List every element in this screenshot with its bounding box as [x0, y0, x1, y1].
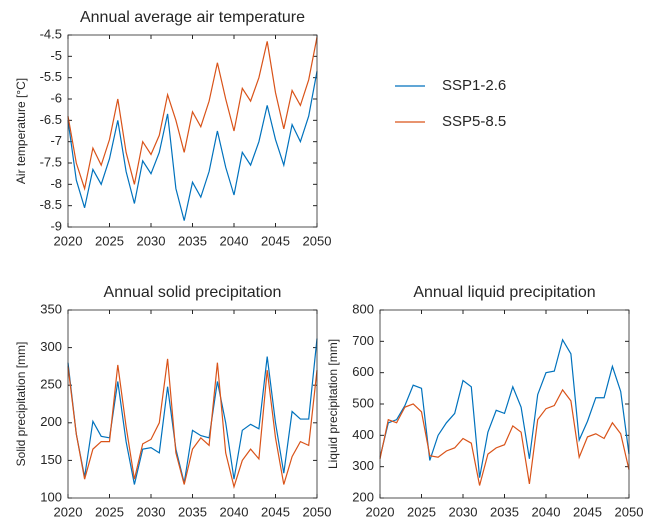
y-tick-label: -4.5	[40, 26, 62, 41]
y-axis-label: Air temperature [°C]	[14, 78, 28, 184]
x-tick-label: 2045	[261, 504, 290, 519]
y-tick-label: 600	[352, 364, 374, 379]
y-tick-label: -6	[50, 90, 62, 105]
plot-frame	[379, 309, 630, 499]
y-tick-label: 400	[352, 427, 374, 442]
y-tick-label: 350	[40, 301, 62, 316]
y-tick-label: 300	[40, 339, 62, 354]
y-axis-label: Liquid precipitation [mm]	[326, 339, 340, 469]
chart-title: Annual average air temperature	[80, 9, 305, 26]
legend-label: SSP5-8.5	[442, 113, 506, 130]
y-axis-label: Solid precipitation [mm]	[14, 342, 28, 467]
y-tick-label: 800	[352, 301, 374, 316]
data-line	[67, 37, 318, 191]
x-tick-label: 2030	[137, 504, 166, 519]
x-tick-label: 2025	[407, 504, 436, 519]
chart-title: Annual solid precipitation	[104, 284, 282, 301]
x-tick-label: 2020	[366, 504, 395, 519]
data-line	[379, 388, 630, 486]
x-tick-label: 2020	[54, 233, 83, 248]
data-line	[379, 338, 630, 478]
x-tick-label: 2030	[137, 233, 166, 248]
plot-frame	[67, 34, 318, 228]
y-tick-label: -8	[50, 176, 62, 191]
y-tick-label: -6.5	[40, 112, 62, 127]
x-tick-label: 2035	[490, 504, 519, 519]
y-tick-label: 300	[352, 458, 374, 473]
y-tick-label: -8.5	[40, 197, 62, 212]
y-tick-label: 250	[40, 377, 62, 392]
chart-title: Annual liquid precipitation	[413, 284, 595, 301]
x-tick-label: 2025	[95, 504, 124, 519]
x-tick-label: 2045	[573, 504, 602, 519]
plot-frame	[67, 309, 318, 499]
x-tick-label: 2020	[54, 504, 83, 519]
x-tick-label: 2050	[303, 233, 332, 248]
y-tick-label: 500	[352, 395, 374, 410]
y-tick-label: -7	[50, 133, 62, 148]
legend-label: SSP1-2.6	[442, 77, 506, 94]
x-tick-label: 2035	[178, 504, 207, 519]
x-tick-label: 2050	[303, 504, 332, 519]
y-tick-label: -5	[50, 48, 62, 63]
data-line	[67, 71, 318, 221]
y-tick-label: 200	[40, 414, 62, 429]
y-tick-label: -7.5	[40, 154, 62, 169]
x-tick-label: 2025	[95, 233, 124, 248]
x-tick-label: 2040	[220, 233, 249, 248]
y-tick-label: 100	[40, 489, 62, 504]
x-tick-label: 2040	[220, 504, 249, 519]
x-tick-label: 2045	[261, 233, 290, 248]
x-tick-label: 2040	[532, 504, 561, 519]
data-line	[67, 358, 318, 489]
y-tick-label: 200	[352, 489, 374, 504]
x-tick-label: 2050	[615, 504, 644, 519]
y-tick-label: -5.5	[40, 69, 62, 84]
x-tick-label: 2030	[449, 504, 478, 519]
x-tick-label: 2035	[178, 233, 207, 248]
y-tick-label: 150	[40, 452, 62, 467]
y-tick-label: -9	[50, 218, 62, 233]
y-tick-label: 700	[352, 333, 374, 348]
